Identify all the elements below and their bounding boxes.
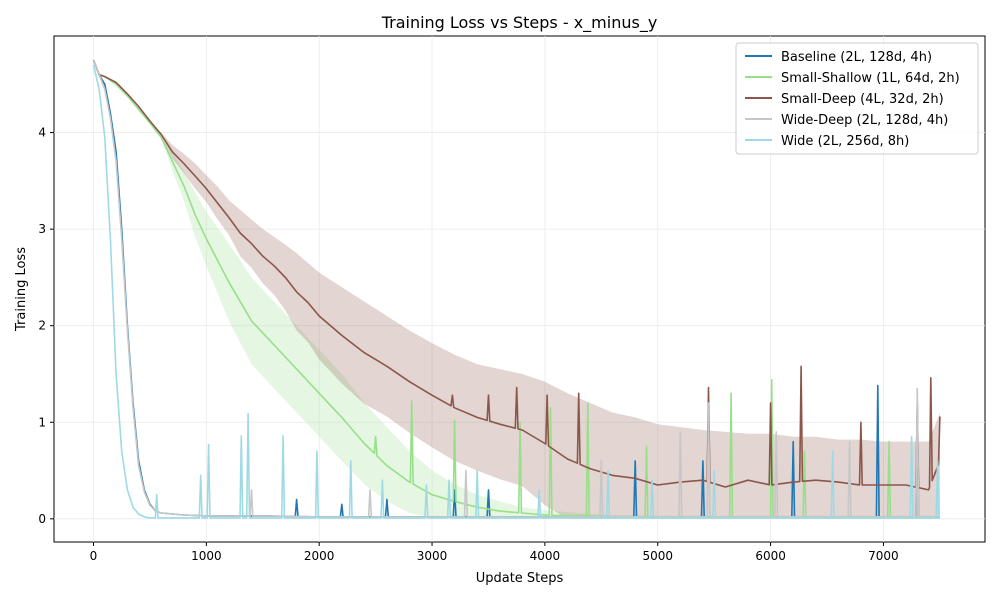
y-tick-label: 4 xyxy=(38,126,46,140)
x-tick-label: 7000 xyxy=(868,549,899,563)
y-tick-label: 1 xyxy=(38,415,46,429)
axis-ticks: 0 1000 2000 3000 4000 5000 6000 7000 0 1 2 3 4 xyxy=(38,126,898,563)
legend: Baseline (2L, 128d, 4h) Small-Shallow (1L… xyxy=(735,42,979,155)
x-axis-label: Update Steps xyxy=(476,571,564,586)
legend-box xyxy=(735,42,979,155)
y-tick-label: 3 xyxy=(38,222,46,236)
y-axis-label: Training Loss xyxy=(14,247,29,332)
chart-title: Training Loss vs Steps - x_minus_y xyxy=(381,13,658,33)
confidence-bands xyxy=(93,60,940,519)
x-tick-label: 1000 xyxy=(191,549,222,563)
x-tick-label: 6000 xyxy=(755,549,786,563)
legend-label-1: Small-Shallow (1L, 64d, 2h) xyxy=(781,71,960,86)
x-tick-label: 2000 xyxy=(304,549,335,563)
x-tick-label: 4000 xyxy=(530,549,561,563)
x-tick-label: 0 xyxy=(90,549,98,563)
legend-label-4: Wide (2L, 256d, 8h) xyxy=(781,134,909,149)
legend-label-0: Baseline (2L, 128d, 4h) xyxy=(781,50,932,65)
x-tick-label: 3000 xyxy=(417,549,448,563)
confidence-band-series-1 xyxy=(93,60,940,519)
y-tick-label: 0 xyxy=(38,512,46,526)
series-line-3 xyxy=(92,59,940,518)
legend-label-3: Wide-Deep (2L, 128d, 4h) xyxy=(781,113,948,128)
x-tick-label: 5000 xyxy=(642,549,673,563)
series-lines xyxy=(92,59,941,519)
legend-label-2: Small-Deep (4L, 32d, 2h) xyxy=(781,92,944,107)
confidence-band-series-2 xyxy=(93,60,940,519)
y-tick-label: 2 xyxy=(38,319,46,333)
series-line-4 xyxy=(92,64,940,519)
